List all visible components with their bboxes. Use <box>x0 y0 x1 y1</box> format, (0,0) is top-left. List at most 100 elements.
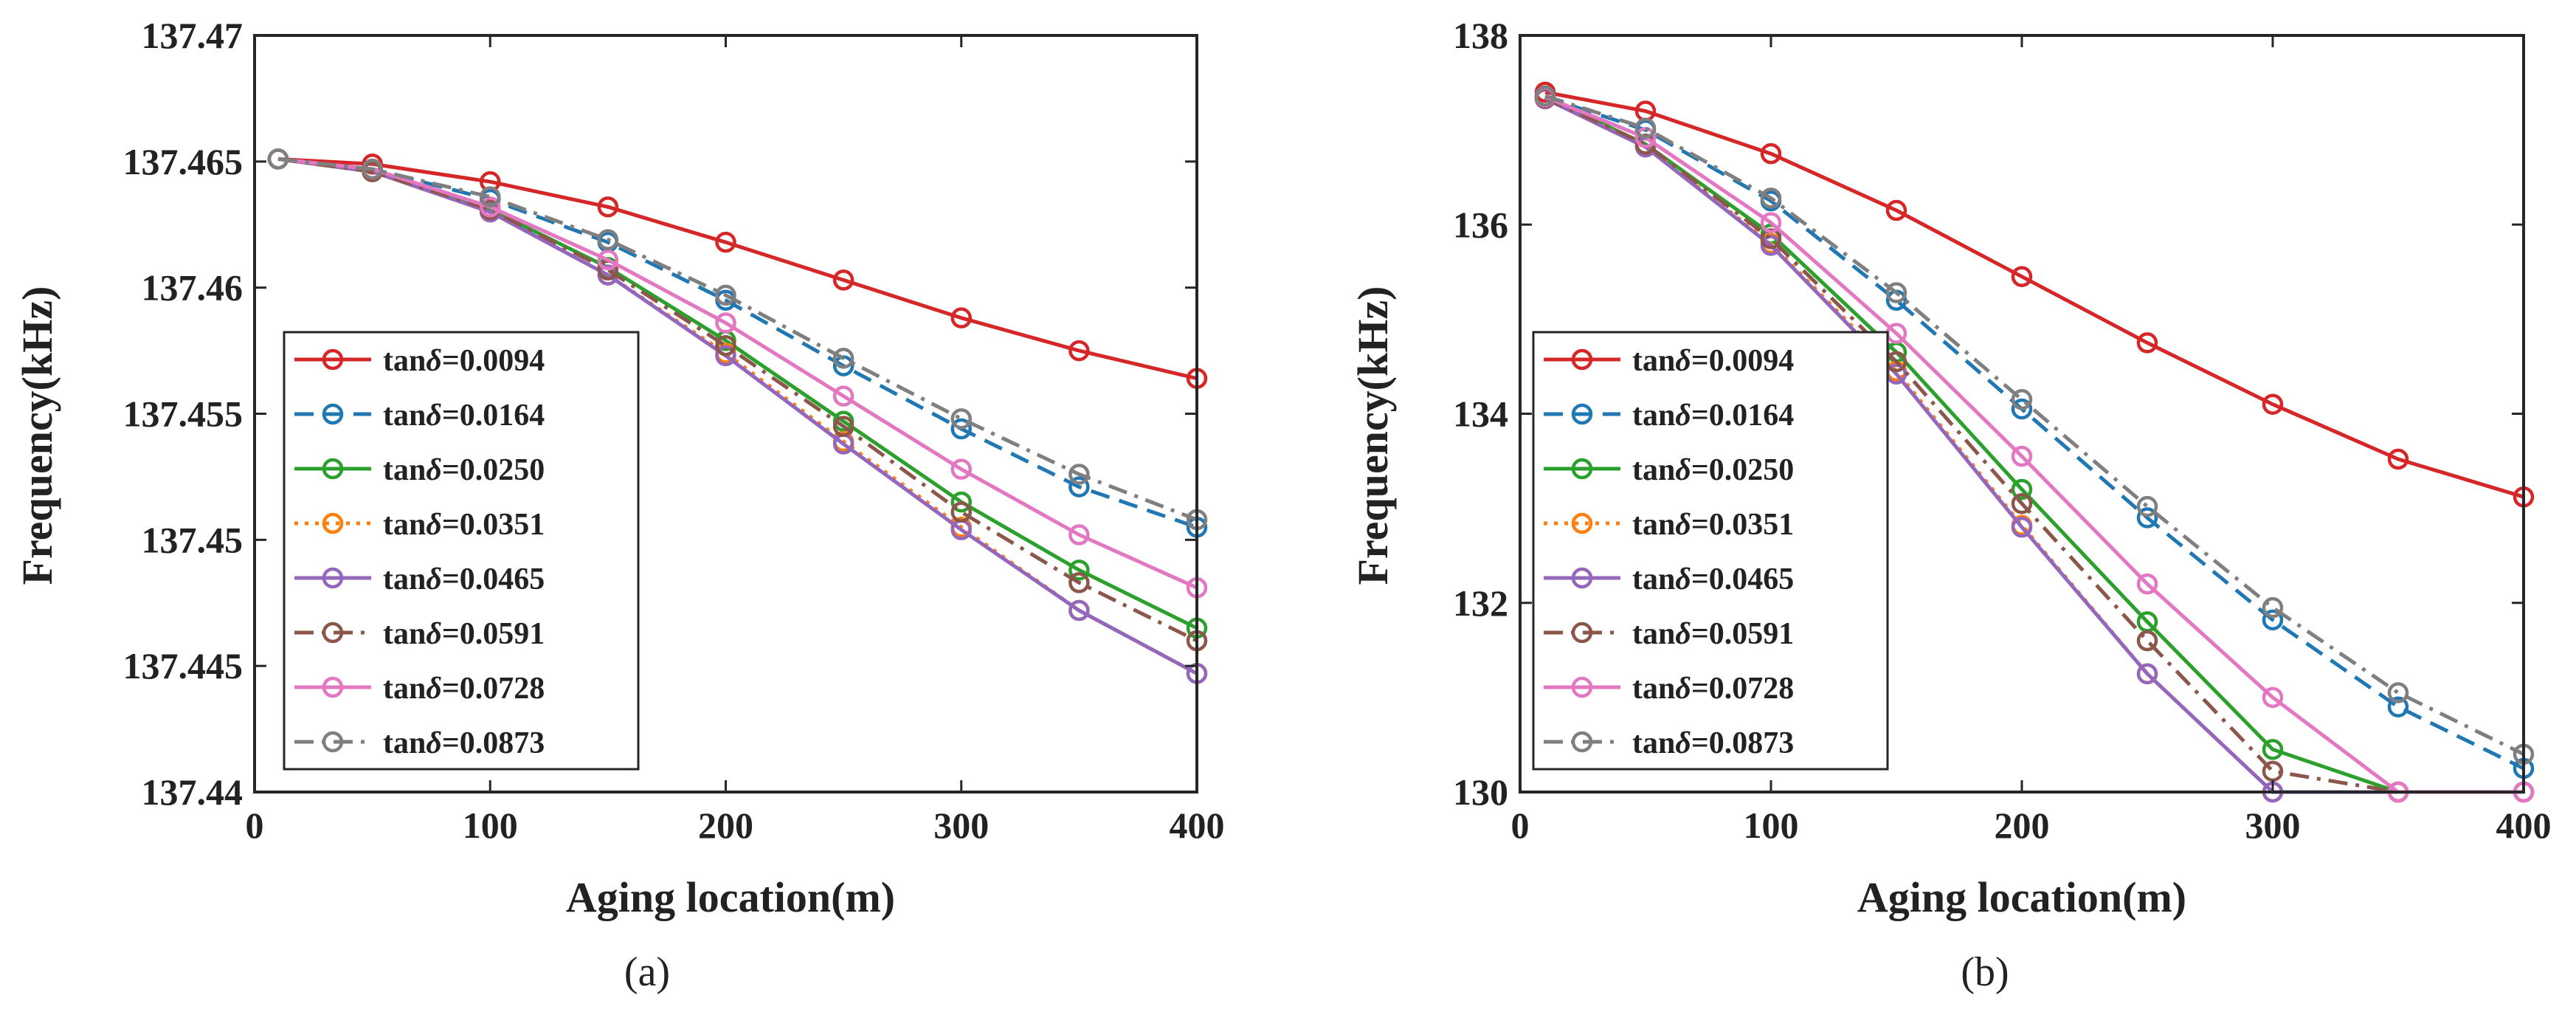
legend-entry: tanδ=0.0465 <box>294 562 545 596</box>
data-point <box>1068 524 1090 545</box>
data-point <box>2011 492 2033 514</box>
data-point <box>950 501 972 523</box>
data-point <box>1068 476 1090 498</box>
data-point <box>2136 573 2158 595</box>
legend-entry: tanδ=0.0351 <box>1544 508 1794 542</box>
data-point <box>832 269 854 291</box>
x-tick-label: 200 <box>698 805 753 846</box>
legend-label: tanδ=0.0873 <box>383 726 545 760</box>
legend-entry: tanδ=0.0250 <box>1544 453 1794 487</box>
y-tick-label: 138 <box>1453 15 1508 56</box>
plot-frame <box>1519 34 2525 794</box>
data-point <box>950 408 972 430</box>
x-axis-title: Aging location(m) <box>566 873 895 921</box>
series-line <box>277 156 1198 590</box>
data-point <box>832 385 854 407</box>
legend-label: tanδ=0.0465 <box>1632 562 1794 596</box>
series-line <box>1544 96 2524 794</box>
x-tick-label: 300 <box>933 805 989 846</box>
data-point <box>2011 266 2033 287</box>
data-point <box>1068 560 1090 581</box>
legend-marker <box>1571 458 1593 480</box>
data-point <box>1885 282 1907 303</box>
legend-label: tanδ=0.0351 <box>383 508 545 542</box>
series-line <box>277 156 1198 643</box>
y-tick-label: 137.445 <box>123 645 244 686</box>
data-point <box>267 148 289 170</box>
legend-marker <box>322 512 344 534</box>
x-tick-label: 400 <box>1170 805 1225 846</box>
legend-box <box>283 331 640 771</box>
data-point <box>950 491 972 513</box>
data-point <box>597 249 619 271</box>
legend-box <box>1532 331 1889 771</box>
x-tick-label: 100 <box>1744 805 1799 846</box>
legend-entry: tanδ=0.0728 <box>294 672 545 706</box>
data-point <box>715 335 736 357</box>
data-point <box>2387 696 2409 717</box>
x-tick-label: 0 <box>246 805 264 846</box>
y-axis-title: Frequency(kHz) <box>13 286 61 585</box>
legend-marker <box>1571 567 1593 589</box>
legend-entry: tanδ=0.0728 <box>1544 672 1794 706</box>
series-line <box>1544 94 2524 794</box>
data-point <box>362 158 383 180</box>
data-point <box>715 231 736 253</box>
legend-label: tanδ=0.0728 <box>383 672 545 706</box>
legend-label: tanδ=0.0591 <box>1632 617 1794 651</box>
data-point <box>715 345 736 367</box>
data-point <box>2136 495 2158 517</box>
plot-frame <box>253 34 1198 794</box>
data-point <box>1534 85 1556 107</box>
data-point <box>2011 445 2033 467</box>
legend-label: tanδ=0.0728 <box>1632 672 1794 706</box>
legend-label: tanδ=0.0465 <box>383 562 545 596</box>
data-point <box>2262 760 2284 782</box>
data-point <box>1760 187 1782 209</box>
data-point <box>2136 630 2158 652</box>
legend-entry: tanδ=0.0094 <box>1544 344 1794 378</box>
data-point <box>2011 478 2033 500</box>
legend-marker <box>1571 676 1593 698</box>
data-point <box>2262 596 2284 619</box>
y-tick-label: 137.45 <box>142 519 244 560</box>
data-point <box>715 284 736 306</box>
legend-marker <box>322 403 344 425</box>
data-point <box>597 229 619 250</box>
data-point <box>1068 572 1090 593</box>
data-point <box>950 418 972 440</box>
data-point <box>1068 340 1090 362</box>
data-point <box>2011 389 2033 410</box>
legend-entry: tanδ=0.0465 <box>1544 562 1794 596</box>
legend-label: tanδ=0.0250 <box>383 453 545 487</box>
chart-panel-a: 0 100 200 300 400 137.44 137.445 137.45 137.455 1… <box>13 15 1225 995</box>
y-tick-label: 137.465 <box>123 141 244 182</box>
data-point <box>2136 663 2158 685</box>
data-point <box>597 196 619 218</box>
legend-entry: tanδ=0.0250 <box>294 453 545 487</box>
data-point <box>1068 464 1090 485</box>
legend-label: tanδ=0.0094 <box>383 344 545 378</box>
data-point <box>1068 599 1090 622</box>
y-tick-label: 134 <box>1453 393 1508 435</box>
legend-entry: tanδ=0.0873 <box>294 726 545 760</box>
data-point <box>1885 199 1907 221</box>
legend-label: tanδ=0.0591 <box>383 617 545 651</box>
data-point <box>2387 448 2409 470</box>
legend-marker <box>1571 348 1593 371</box>
data-point <box>2262 609 2284 631</box>
legend-marker <box>322 731 344 753</box>
data-point <box>2262 393 2284 415</box>
legend-label: tanδ=0.0873 <box>1632 726 1794 760</box>
y-tick-label: 137.44 <box>142 771 244 813</box>
data-point <box>480 196 501 218</box>
x-axis-title: Aging location(m) <box>1857 873 2186 921</box>
data-point <box>2136 507 2158 529</box>
x-tick-label: 300 <box>2245 805 2301 846</box>
data-point <box>480 186 501 207</box>
data-point <box>2387 682 2409 703</box>
data-point <box>832 348 854 369</box>
y-tick-label: 136 <box>1453 204 1508 245</box>
legend-marker <box>1571 731 1593 753</box>
